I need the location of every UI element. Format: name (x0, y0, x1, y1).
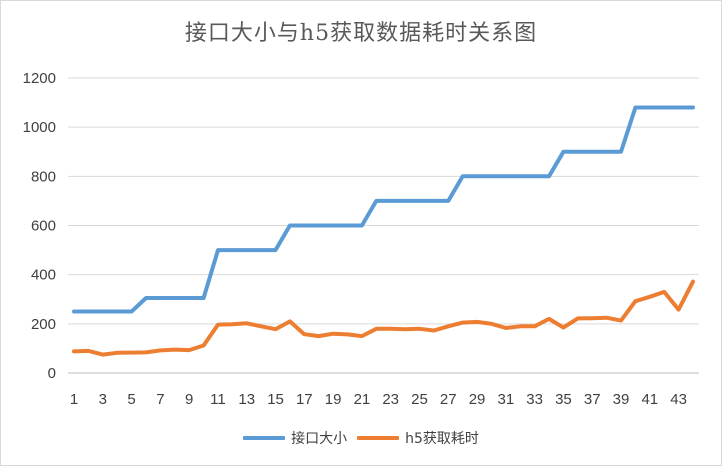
legend-label-time: h5获取耗时 (405, 431, 479, 447)
x-tick-label: 5 (127, 391, 135, 408)
x-tick-label: 11 (210, 391, 226, 408)
x-tick-label: 21 (354, 391, 371, 408)
x-tick-label: 9 (185, 391, 193, 408)
x-tick-label: 23 (382, 391, 399, 408)
legend-label-size: 接口大小 (291, 431, 348, 447)
x-axis-ticks: 1 3 5 7 9 11 13 15 17 19 21 23 25 27 29 31 33 35 37 39 41 43 (70, 391, 687, 408)
y-tick-label: 400 (31, 267, 56, 284)
x-tick-label: 17 (296, 391, 313, 408)
x-tick-label: 25 (411, 391, 428, 408)
x-tick-label: 35 (555, 391, 572, 408)
x-tick-label: 41 (641, 391, 658, 408)
y-tick-label: 800 (31, 168, 56, 185)
legend-swatch-size (243, 436, 286, 440)
y-tick-label: 1200 (23, 70, 56, 87)
x-tick-label: 39 (613, 391, 630, 408)
y-tick-label: 600 (31, 218, 56, 235)
legend-item-size: 接口大小 (243, 428, 347, 448)
x-tick-label: 1 (70, 391, 78, 408)
y-axis-ticks: 0 200 400 600 800 1000 1200 (23, 70, 56, 382)
legend: 接口大小 h5获取耗时 (1, 428, 721, 448)
x-tick-label: 15 (267, 391, 284, 408)
x-tick-label: 31 (498, 391, 515, 408)
gridlines (68, 77, 699, 374)
x-tick-label: 27 (440, 391, 457, 408)
x-tick-label: 19 (325, 391, 342, 408)
series-line-time (72, 279, 695, 357)
x-tick-label: 3 (99, 391, 107, 408)
legend-item-time: h5获取耗时 (357, 428, 479, 448)
x-tick-label: 33 (526, 391, 543, 408)
series-group (72, 105, 695, 357)
y-tick-label: 200 (31, 316, 56, 333)
x-tick-label: 29 (469, 391, 486, 408)
x-tick-label: 43 (670, 391, 687, 408)
x-tick-label: 13 (238, 391, 255, 408)
series-line-size (72, 105, 695, 314)
x-tick-label: 7 (156, 391, 164, 408)
legend-swatch-time (357, 436, 400, 440)
y-tick-label: 0 (48, 365, 56, 382)
y-tick-label: 1000 (23, 119, 56, 136)
x-tick-label: 37 (584, 391, 601, 408)
chart-title: 接口大小与h5获取数据耗时关系图 (184, 21, 538, 46)
